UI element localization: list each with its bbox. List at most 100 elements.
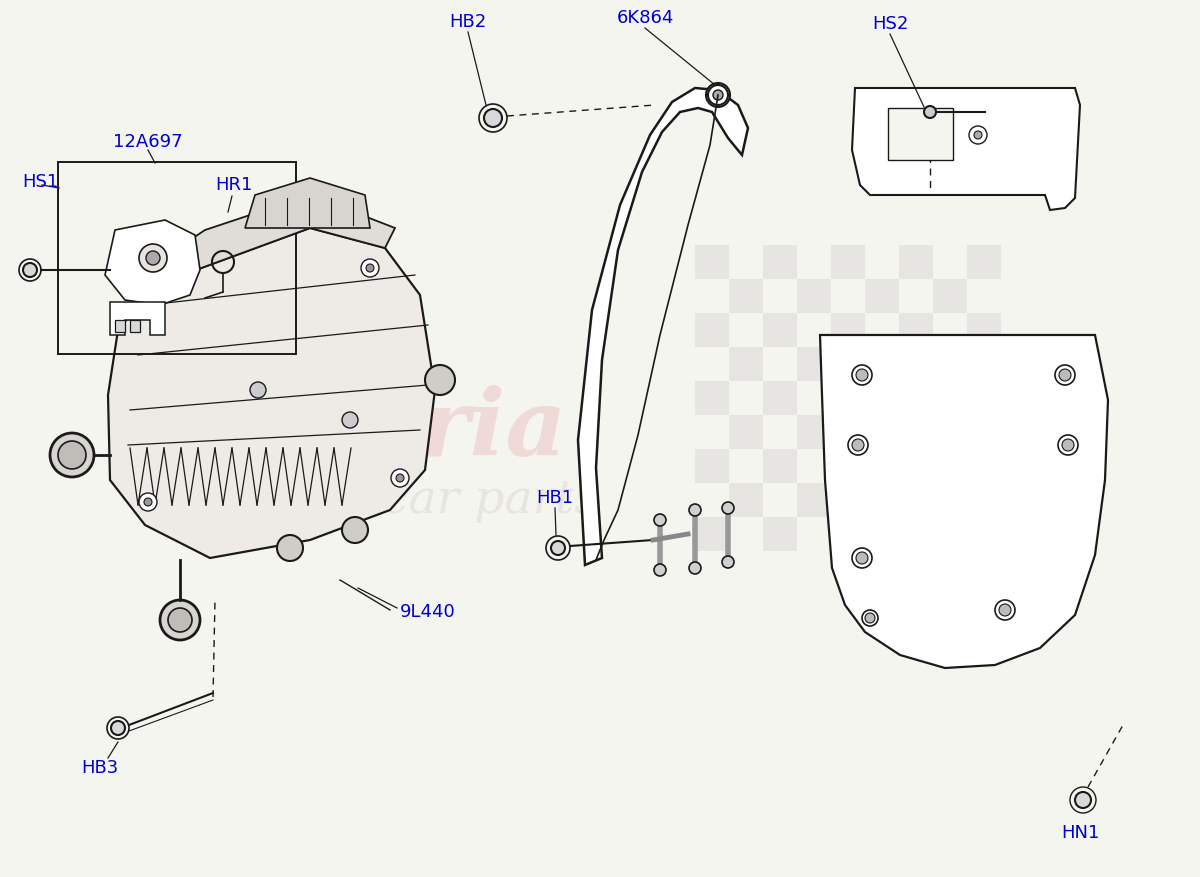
Bar	[695, 313, 730, 347]
Circle shape	[722, 556, 734, 568]
Circle shape	[139, 244, 167, 272]
Bar	[967, 313, 1001, 347]
Bar	[865, 279, 899, 313]
Circle shape	[1062, 439, 1074, 451]
Bar	[934, 483, 967, 517]
Polygon shape	[110, 302, 166, 335]
Bar	[899, 313, 934, 347]
Circle shape	[852, 365, 872, 385]
Bar	[730, 415, 763, 449]
Bar	[830, 449, 865, 483]
Circle shape	[865, 613, 875, 623]
Bar	[797, 347, 830, 381]
Bar	[899, 245, 934, 279]
Polygon shape	[578, 88, 748, 565]
Circle shape	[848, 435, 868, 455]
Bar	[830, 517, 865, 551]
Text: HS1: HS1	[22, 173, 59, 191]
Text: 12A697: 12A697	[113, 133, 182, 151]
Bar	[899, 449, 934, 483]
Bar	[899, 517, 934, 551]
Polygon shape	[106, 220, 200, 305]
Circle shape	[1060, 369, 1072, 381]
Bar	[967, 517, 1001, 551]
Circle shape	[689, 504, 701, 516]
Bar	[934, 415, 967, 449]
Circle shape	[342, 517, 368, 543]
Circle shape	[484, 109, 502, 127]
Bar	[797, 279, 830, 313]
Polygon shape	[145, 195, 395, 285]
Circle shape	[654, 514, 666, 526]
Circle shape	[852, 548, 872, 568]
Bar	[830, 381, 865, 415]
Circle shape	[168, 608, 192, 632]
Circle shape	[277, 535, 302, 561]
Text: scuderia: scuderia	[114, 385, 566, 475]
Text: car parts: car parts	[382, 477, 599, 523]
Bar	[830, 245, 865, 279]
Polygon shape	[108, 228, 436, 558]
Bar	[934, 279, 967, 313]
Text: HN1: HN1	[1061, 824, 1099, 842]
Bar	[58, 162, 296, 354]
Bar	[888, 108, 953, 160]
Bar	[865, 347, 899, 381]
Text: 6K864: 6K864	[617, 9, 673, 27]
Bar	[797, 415, 830, 449]
Bar	[899, 381, 934, 415]
Bar	[797, 483, 830, 517]
Circle shape	[366, 264, 374, 272]
Circle shape	[50, 433, 94, 477]
Circle shape	[112, 721, 125, 735]
Bar	[130, 320, 140, 332]
Polygon shape	[852, 88, 1080, 210]
Circle shape	[998, 604, 1010, 616]
Bar	[763, 517, 797, 551]
Circle shape	[551, 541, 565, 555]
Circle shape	[151, 298, 158, 306]
Circle shape	[924, 106, 936, 118]
Bar	[763, 449, 797, 483]
Bar	[865, 483, 899, 517]
Text: HB1: HB1	[536, 489, 574, 507]
Circle shape	[974, 131, 982, 139]
Circle shape	[139, 493, 157, 511]
Text: HB3: HB3	[82, 759, 119, 777]
Text: HB2: HB2	[449, 13, 487, 31]
Circle shape	[23, 263, 37, 277]
Circle shape	[250, 382, 266, 398]
Circle shape	[146, 251, 160, 265]
Circle shape	[862, 610, 878, 626]
Bar	[967, 245, 1001, 279]
Text: HR1: HR1	[215, 176, 252, 194]
Bar	[730, 347, 763, 381]
Bar	[763, 381, 797, 415]
Bar	[934, 347, 967, 381]
Polygon shape	[245, 178, 370, 228]
Circle shape	[1075, 792, 1091, 808]
Bar	[967, 381, 1001, 415]
Circle shape	[722, 502, 734, 514]
Bar	[865, 415, 899, 449]
Circle shape	[160, 600, 200, 640]
Circle shape	[654, 564, 666, 576]
Text: HS2: HS2	[872, 15, 908, 33]
Circle shape	[995, 600, 1015, 620]
Bar	[763, 313, 797, 347]
Bar	[730, 483, 763, 517]
Circle shape	[58, 441, 86, 469]
Bar	[967, 449, 1001, 483]
Bar	[695, 517, 730, 551]
Circle shape	[852, 439, 864, 451]
Bar	[695, 245, 730, 279]
Circle shape	[361, 259, 379, 277]
Bar	[730, 279, 763, 313]
Bar	[695, 449, 730, 483]
Circle shape	[689, 562, 701, 574]
Circle shape	[144, 498, 152, 506]
Circle shape	[856, 552, 868, 564]
Circle shape	[425, 365, 455, 395]
Circle shape	[706, 83, 730, 107]
Circle shape	[970, 126, 986, 144]
